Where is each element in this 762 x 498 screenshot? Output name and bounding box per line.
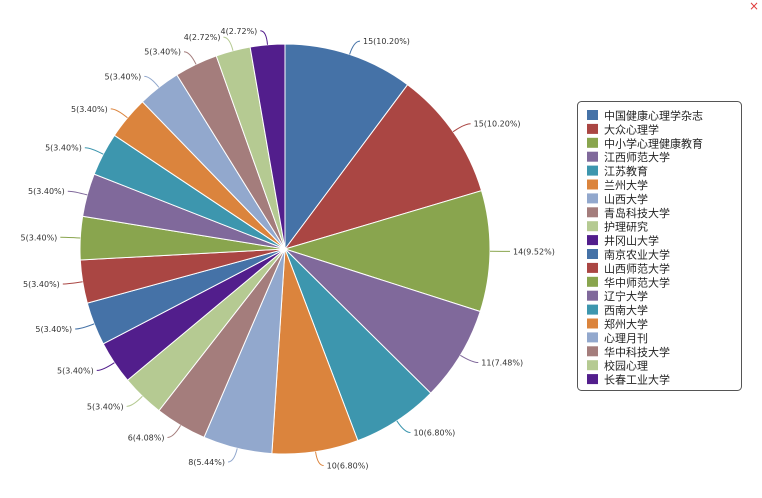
legend-label: 山西师范大学 <box>604 261 670 275</box>
legend-label: 井冈山大学 <box>604 234 659 248</box>
legend-swatch <box>587 332 598 342</box>
legend-swatch <box>587 305 598 315</box>
data-label: 4(2.72%) <box>221 27 258 36</box>
legend-swatch <box>587 207 598 217</box>
legend-swatch <box>587 193 598 203</box>
legend-label: 中小学心理健康教育 <box>604 136 703 150</box>
leader-line <box>97 363 115 371</box>
data-label: 4(2.72%) <box>184 33 221 42</box>
legend-label: 长春工业大学 <box>604 373 670 387</box>
legend-label: 山西大学 <box>604 192 648 206</box>
legend-label: 校园心理 <box>604 359 648 373</box>
leader-line <box>111 109 128 118</box>
data-label: 5(3.40%) <box>87 402 124 411</box>
data-label: 5(3.40%) <box>57 366 94 375</box>
data-label: 11(7.48%) <box>481 359 523 368</box>
legend-swatch <box>587 235 598 245</box>
slices-layer <box>80 44 490 454</box>
close-icon[interactable]: × <box>748 0 760 12</box>
legend-label: 西南大学 <box>604 303 648 317</box>
legend-label: 中国健康心理学杂志 <box>604 109 703 123</box>
leader-line <box>75 324 94 329</box>
data-label: 5(3.40%) <box>35 325 72 334</box>
legend-label: 南京农业大学 <box>604 248 670 262</box>
leader-line <box>63 282 83 284</box>
legend-swatch <box>587 180 598 190</box>
legend-item[interactable]: 中小学心理健康教育 <box>587 136 703 150</box>
data-label: 14(9.52%) <box>513 247 555 256</box>
leader-line <box>223 37 233 51</box>
legend-swatch <box>587 221 598 231</box>
leader-line <box>144 76 159 87</box>
legend: 中国健康心理学杂志大众心理学中小学心理健康教育江西师范大学江苏教育兰州大学山西大… <box>578 102 742 391</box>
legend-label: 华中科技大学 <box>604 345 670 359</box>
data-label: 15(10.20%) <box>474 120 521 129</box>
leader-line <box>127 396 143 406</box>
legend-swatch <box>587 249 598 259</box>
data-label: 5(3.40%) <box>21 233 58 242</box>
data-label: 5(3.40%) <box>144 48 181 57</box>
leader-line <box>260 31 267 45</box>
legend-label: 辽宁大学 <box>604 289 648 303</box>
leader-line <box>184 52 196 65</box>
leader-line <box>316 452 324 466</box>
leader-line <box>167 425 180 437</box>
leader-line <box>460 355 478 362</box>
legend-swatch <box>587 124 598 134</box>
legend-label: 郑州大学 <box>604 317 648 331</box>
leader-line <box>453 124 470 132</box>
data-label: 5(3.40%) <box>45 144 82 153</box>
legend-swatch <box>587 374 598 384</box>
legend-label: 江苏教育 <box>604 164 648 178</box>
data-label: 10(6.80%) <box>413 429 455 438</box>
leader-line <box>228 448 237 462</box>
legend-swatch <box>587 263 598 273</box>
legend-swatch <box>587 319 598 329</box>
legend-item[interactable]: 中国健康心理学杂志 <box>587 109 703 123</box>
legend-swatch <box>587 360 598 370</box>
data-label: 10(6.80%) <box>327 462 369 471</box>
data-label: 5(3.40%) <box>71 105 108 114</box>
data-label: 5(3.40%) <box>23 280 60 289</box>
legend-label: 华中师范大学 <box>604 275 670 289</box>
legend-label: 兰州大学 <box>604 178 648 192</box>
legend-label: 青岛科技大学 <box>604 206 670 220</box>
legend-swatch <box>587 346 598 356</box>
legend-swatch <box>587 277 598 287</box>
legend-label: 大众心理学 <box>604 122 659 136</box>
legend-label: 心理月刊 <box>604 332 648 345</box>
leader-line <box>397 421 411 433</box>
data-label: 6(4.08%) <box>128 433 165 442</box>
legend-label: 护理研究 <box>604 220 648 234</box>
legend-swatch <box>587 291 598 301</box>
data-label: 5(3.40%) <box>28 187 65 196</box>
leader-line <box>68 191 88 195</box>
legend-label: 江西师范大学 <box>604 150 670 164</box>
legend-swatch <box>587 138 598 148</box>
legend-swatch <box>587 166 598 176</box>
data-label: 15(10.20%) <box>363 37 410 46</box>
data-label: 8(5.44%) <box>188 458 225 467</box>
leader-line <box>350 41 360 54</box>
leader-line <box>85 148 103 154</box>
leader-line <box>60 237 80 238</box>
data-label: 5(3.40%) <box>105 72 142 81</box>
legend-swatch <box>587 152 598 162</box>
legend-swatch <box>587 110 598 120</box>
